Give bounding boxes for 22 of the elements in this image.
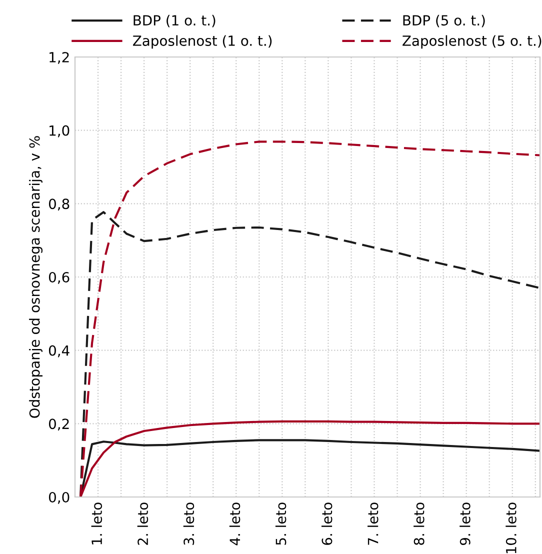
x-tick-label: 3. leto	[183, 502, 194, 545]
x-tick-label: 6. leto	[321, 502, 332, 545]
x-tick-label: 1. leto	[91, 502, 102, 544]
x-tick-label: 9. leto	[460, 502, 470, 545]
legend-label: BDP (5 o. t.)	[403, 14, 485, 28]
y-tick-label: 0,6	[48, 272, 70, 284]
x-tick-label: 8. leto	[414, 502, 424, 545]
legend-label: BDP (1 o. t.)	[134, 14, 216, 28]
y-tick-label: 0,4	[48, 345, 70, 358]
y-tick-label: 0,0	[48, 492, 70, 504]
x-tick-label: 4. leto	[229, 502, 240, 546]
y-tick-label: 1,2	[50, 52, 69, 64]
x-tick-label: 10. leto	[506, 502, 516, 554]
x-tick-label: 2. leto	[137, 502, 148, 545]
y-tick-label: 0,2	[48, 418, 69, 431]
x-tick-label: 5. leto	[275, 502, 286, 545]
y-tick-label: 0,8	[48, 198, 70, 211]
y-tick-label: 1,0	[50, 125, 70, 138]
legend-label: Zaposlenost (1 o. t.)	[132, 35, 272, 49]
y-axis-title: Odstopanje od osnovnega scenarija, v %	[29, 136, 42, 418]
legend-label: Zaposlenost (5 o. t.)	[402, 35, 542, 49]
x-tick-label: 7. leto	[368, 502, 378, 545]
